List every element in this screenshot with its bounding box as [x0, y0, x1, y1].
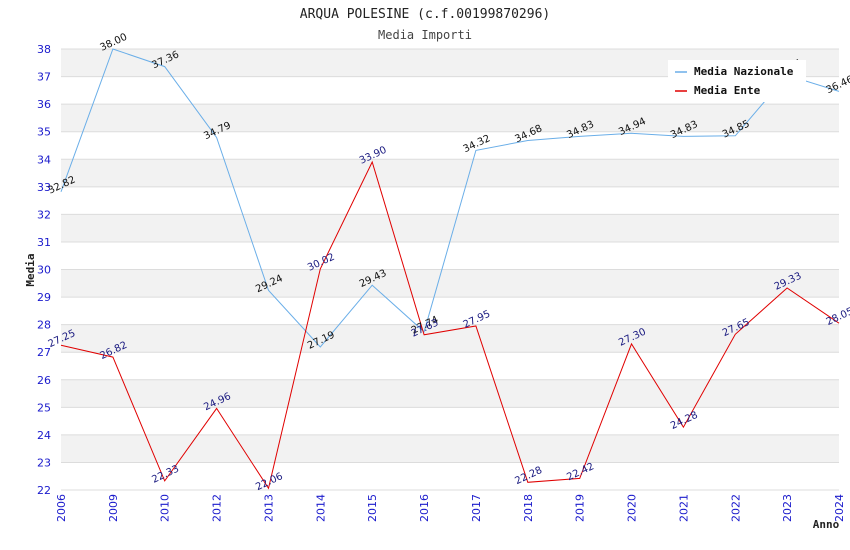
x-tick-label: 2012 — [211, 494, 224, 522]
x-tick-label: 2016 — [418, 494, 431, 522]
chart-title: ARQUA POLESINE (c.f.00199870296) — [300, 7, 550, 22]
x-tick-label: 2021 — [677, 494, 690, 522]
x-tick-label: 2009 — [107, 494, 120, 522]
grid-band — [61, 324, 839, 353]
grid-band — [61, 241, 839, 270]
grid-band — [61, 159, 839, 187]
x-tick-label: 2006 — [55, 494, 68, 522]
y-tick-label: 29 — [37, 291, 51, 304]
x-axis-ticks: 2006 2009 2010 2012 2013 2014 2015 2016 2017 2018… — [55, 494, 846, 522]
x-tick-label: 2018 — [522, 494, 535, 522]
grid-band — [61, 214, 839, 242]
x-tick-label: 2020 — [626, 494, 639, 522]
grid-bands — [61, 48, 839, 491]
grid-band — [61, 186, 839, 215]
legend-box — [668, 60, 806, 102]
y-tick-label: 24 — [37, 429, 51, 442]
y-tick-label: 31 — [37, 236, 51, 249]
x-tick-label: 2023 — [781, 494, 794, 522]
grid-band — [61, 379, 839, 408]
legend-label-media-nazionale: Media Nazionale — [694, 65, 794, 78]
grid-band — [61, 407, 839, 435]
y-tick-label: 34 — [37, 153, 51, 166]
y-tick-label: 36 — [37, 98, 51, 111]
series-line-media-nazionale — [60, 48, 840, 348]
grid-band — [61, 297, 839, 325]
x-tick-label: 2015 — [366, 494, 379, 522]
x-axis-label: Anno — [813, 518, 840, 531]
y-axis-ticks: 22 23 24 25 26 27 28 29 30 31 32 33 34 35 36 37 38 — [37, 43, 51, 497]
legend-label-media-ente: Media Ente — [694, 84, 761, 97]
y-axis-label: Media — [24, 253, 37, 286]
legend: Media Nazionale Media Ente — [668, 60, 806, 102]
y-tick-label: 35 — [37, 126, 51, 139]
x-tick-label: 2013 — [262, 494, 275, 522]
y-tick-label: 25 — [37, 401, 51, 414]
series-lines — [60, 48, 840, 490]
grid-band — [61, 434, 839, 463]
x-tick-label: 2022 — [729, 494, 742, 522]
y-tick-label: 27 — [37, 346, 51, 359]
y-tick-label: 26 — [37, 374, 51, 387]
y-tick-label: 33 — [37, 181, 51, 194]
x-tick-label: 2019 — [574, 494, 587, 522]
grid-band — [61, 462, 839, 490]
y-tick-label: 32 — [37, 208, 51, 221]
y-tick-label: 28 — [37, 319, 51, 332]
y-tick-label: 23 — [37, 456, 51, 469]
x-tick-label: 2014 — [314, 494, 327, 522]
x-tick-label: 2024 — [833, 494, 846, 522]
chart-subtitle: Media Importi — [378, 28, 472, 42]
grid-band — [61, 104, 839, 132]
x-tick-label: 2017 — [470, 494, 483, 522]
grid-band — [61, 269, 839, 298]
x-tick-label: 2010 — [159, 494, 172, 522]
grid-band — [61, 352, 839, 380]
series-line-media-ente — [60, 160, 840, 490]
y-tick-label: 38 — [37, 43, 51, 56]
y-tick-label: 30 — [37, 264, 51, 277]
y-tick-label: 22 — [37, 484, 51, 497]
y-tick-label: 37 — [37, 71, 51, 84]
